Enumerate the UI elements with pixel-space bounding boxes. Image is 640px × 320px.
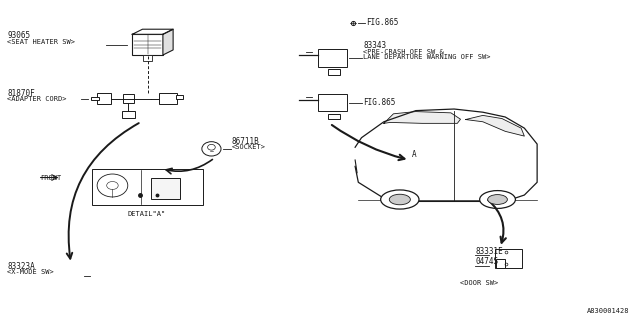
- Bar: [319, 49, 347, 67]
- Text: <ADAPTER CORD>: <ADAPTER CORD>: [7, 96, 67, 102]
- Text: <DOOR SW>: <DOOR SW>: [461, 280, 499, 286]
- Text: FIG.865: FIG.865: [364, 98, 396, 107]
- Circle shape: [381, 190, 419, 209]
- Circle shape: [488, 195, 508, 204]
- Text: <SEAT HEATER SW>: <SEAT HEATER SW>: [7, 39, 75, 45]
- Bar: [328, 114, 340, 119]
- Text: FRONT: FRONT: [40, 174, 61, 180]
- Bar: [176, 95, 182, 99]
- Text: <SOCKET>: <SOCKET>: [232, 144, 266, 150]
- Bar: [328, 69, 340, 75]
- Bar: [92, 169, 204, 205]
- Bar: [132, 34, 163, 55]
- Text: 81870F: 81870F: [7, 89, 35, 98]
- Text: A: A: [412, 150, 417, 159]
- Bar: [319, 94, 347, 111]
- Bar: [151, 178, 180, 199]
- Text: LANE DEPARTURE WARNING OFF SW>: LANE DEPARTURE WARNING OFF SW>: [364, 54, 491, 60]
- Polygon shape: [355, 109, 537, 201]
- Polygon shape: [466, 116, 524, 136]
- Text: 86711B: 86711B: [232, 137, 260, 146]
- Polygon shape: [132, 29, 173, 34]
- Polygon shape: [384, 112, 461, 123]
- Bar: [495, 249, 522, 268]
- Text: 83331E: 83331E: [476, 247, 504, 256]
- Text: 83343: 83343: [364, 41, 387, 51]
- Text: A830001428: A830001428: [588, 308, 630, 314]
- Text: DETAIL"A": DETAIL"A": [127, 211, 165, 217]
- Bar: [143, 55, 152, 61]
- Bar: [159, 93, 177, 104]
- Bar: [123, 94, 134, 103]
- Text: <X-MODE SW>: <X-MODE SW>: [7, 269, 54, 276]
- Text: 0474S: 0474S: [476, 258, 499, 267]
- Text: 83323A: 83323A: [7, 262, 35, 271]
- Circle shape: [479, 191, 515, 208]
- Bar: [92, 97, 99, 100]
- Bar: [122, 111, 135, 118]
- Bar: [495, 259, 504, 268]
- Text: 93065: 93065: [7, 31, 30, 40]
- Bar: [97, 93, 111, 104]
- Circle shape: [389, 194, 410, 205]
- Text: <PRE-CRASH OFF SW &: <PRE-CRASH OFF SW &: [364, 49, 444, 55]
- Ellipse shape: [202, 142, 221, 156]
- Polygon shape: [163, 29, 173, 55]
- Text: FIG.865: FIG.865: [366, 19, 398, 28]
